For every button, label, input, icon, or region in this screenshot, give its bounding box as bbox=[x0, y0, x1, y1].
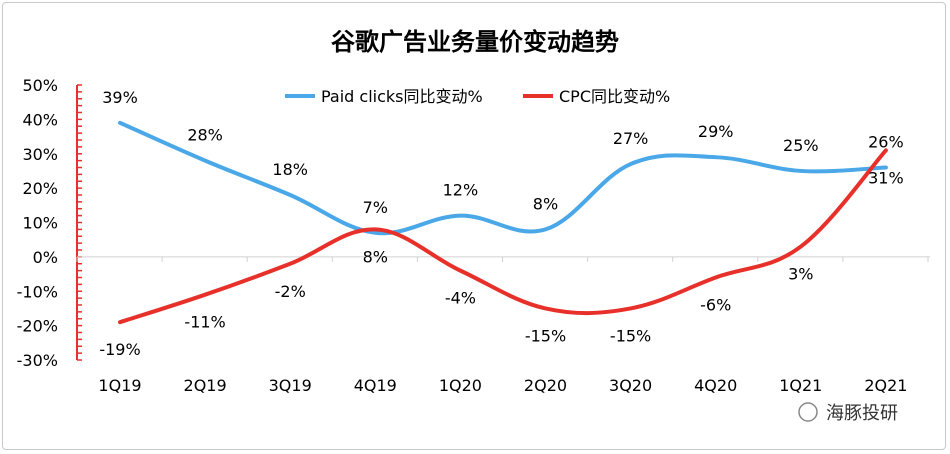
wechat-icon bbox=[798, 402, 818, 422]
y-tick-label: 20% bbox=[22, 179, 58, 198]
data-label: 26% bbox=[868, 133, 904, 152]
data-label: 28% bbox=[187, 126, 223, 145]
data-label: 8% bbox=[363, 247, 388, 266]
chart-title: 谷歌广告业务量价变动趋势 bbox=[331, 28, 619, 56]
data-label: -6% bbox=[700, 296, 731, 315]
y-tick-label: 10% bbox=[22, 214, 58, 233]
x-tick-label: 2Q19 bbox=[184, 376, 227, 395]
data-label: -2% bbox=[275, 282, 306, 301]
legend-label: CPC同比变动% bbox=[559, 87, 670, 106]
y-tick-label: 30% bbox=[22, 145, 58, 164]
data-label: -15% bbox=[525, 326, 566, 345]
data-label: 7% bbox=[363, 198, 388, 217]
data-label: -11% bbox=[184, 313, 225, 332]
data-label: 31% bbox=[868, 168, 904, 187]
series-line-cpc bbox=[118, 148, 888, 325]
data-label: 18% bbox=[272, 160, 308, 179]
x-tick-label: 3Q19 bbox=[269, 376, 312, 395]
y-tick-label: -10% bbox=[17, 282, 58, 301]
series-line-paid-clicks bbox=[118, 120, 888, 236]
data-label: 27% bbox=[613, 129, 649, 148]
y-tick-label: 50% bbox=[22, 76, 58, 95]
data-label: -19% bbox=[99, 340, 140, 359]
source-badge: 海豚投研 bbox=[798, 402, 898, 424]
data-label: 8% bbox=[533, 194, 558, 213]
data-label: 25% bbox=[783, 136, 819, 155]
x-tick-label: 2Q21 bbox=[864, 376, 907, 395]
legend-label: Paid clicks同比变动% bbox=[321, 87, 483, 106]
data-label: 3% bbox=[788, 265, 813, 284]
data-label: 39% bbox=[102, 88, 138, 107]
x-tick-label: 1Q20 bbox=[439, 376, 482, 395]
x-tick-label: 4Q20 bbox=[694, 376, 737, 395]
x-tick-label: 1Q19 bbox=[98, 376, 141, 395]
y-tick-label: 40% bbox=[22, 110, 58, 129]
data-label: 12% bbox=[443, 181, 479, 200]
y-tick-label: 0% bbox=[33, 248, 58, 267]
y-tick-label: -20% bbox=[17, 317, 58, 336]
x-tick-label: 2Q20 bbox=[524, 376, 567, 395]
x-tick-label: 4Q19 bbox=[354, 376, 397, 395]
data-label: 29% bbox=[698, 122, 734, 141]
x-tick-label: 3Q20 bbox=[609, 376, 652, 395]
source-badge-text: 海豚投研 bbox=[826, 403, 898, 424]
data-label: -4% bbox=[445, 289, 476, 308]
data-label: -15% bbox=[610, 326, 651, 345]
x-tick-label: 1Q21 bbox=[779, 376, 822, 395]
y-tick-label: -30% bbox=[17, 351, 58, 370]
